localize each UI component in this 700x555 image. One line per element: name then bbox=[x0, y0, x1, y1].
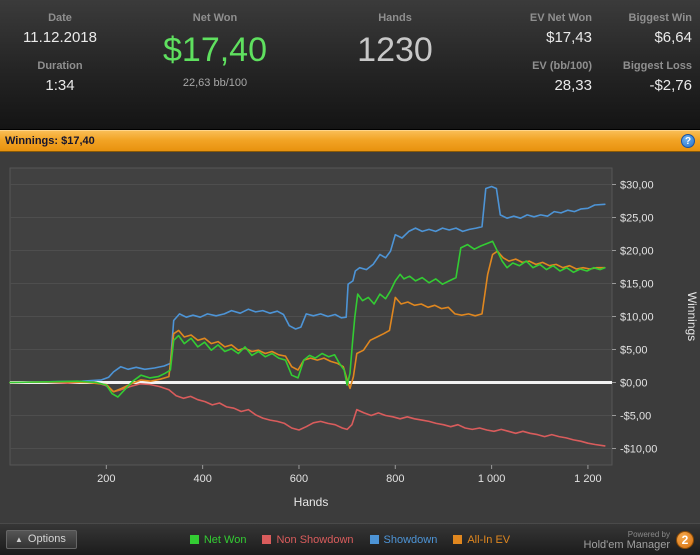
date-value: 11.12.2018 bbox=[23, 29, 97, 46]
x-tick-label: 200 bbox=[97, 473, 115, 485]
x-tick-label: 800 bbox=[386, 473, 404, 485]
legend-swatch-icon bbox=[369, 535, 379, 544]
bottom-bar: ▲ Options Net Won Non Showdown Showdown All… bbox=[0, 523, 700, 555]
session-stats-bar: Date 11.12.2018 Duration 1:34 Net Won $1… bbox=[0, 0, 700, 130]
date-label: Date bbox=[48, 12, 72, 24]
x-axis-label: Hands bbox=[294, 495, 329, 509]
y-tick-label: $25,00 bbox=[620, 213, 654, 225]
x-tick-label: 400 bbox=[193, 473, 211, 485]
winnings-chart: 200 400 600 800 1 000 1 200 $30,00 $25,00 $20,00… bbox=[9, 167, 699, 509]
ev-net-won-value: $17,43 bbox=[546, 29, 592, 46]
date-duration-column: Date 11.12.2018 Duration 1:34 bbox=[0, 0, 120, 129]
options-button-label: Options bbox=[27, 533, 66, 545]
biggest-win-value: $6,64 bbox=[654, 29, 692, 46]
legend-swatch-icon bbox=[189, 535, 199, 544]
biggest-loss-label: Biggest Loss bbox=[622, 60, 692, 72]
chevron-up-icon: ▲ bbox=[15, 534, 23, 544]
ev-net-won-label: EV Net Won bbox=[529, 12, 592, 24]
ev-column: EV Net Won $17,43 EV (bb/100) 28,33 bbox=[506, 10, 592, 129]
series-showdown bbox=[9, 185, 606, 384]
y-tick-label: $5,00 bbox=[620, 345, 648, 357]
powered-by-text: Powered by Hold'em Manager bbox=[583, 529, 670, 551]
legend-label: Net Won bbox=[203, 533, 247, 546]
legend-item-non-showdown: Non Showdown bbox=[262, 533, 354, 546]
brand-name: Hold'em Manager bbox=[583, 538, 670, 551]
series-all-in-ev bbox=[9, 250, 606, 393]
legend-label: All-In EV bbox=[467, 533, 511, 546]
legend-label: Non Showdown bbox=[276, 533, 354, 546]
series-non-showdown bbox=[9, 380, 606, 447]
biggest-win-label: Biggest Win bbox=[628, 12, 692, 24]
legend-item-showdown: Showdown bbox=[369, 533, 438, 546]
legend-swatch-icon bbox=[453, 535, 463, 544]
y-tick-label: $20,00 bbox=[620, 246, 654, 258]
hands-value: 1230 bbox=[357, 31, 433, 69]
x-tick-label: 1 000 bbox=[478, 473, 506, 485]
winnings-section-header[interactable]: Winnings: $17,40 ? bbox=[0, 130, 700, 152]
help-icon[interactable]: ? bbox=[681, 134, 695, 148]
series-net-won bbox=[9, 240, 606, 398]
hands-label: Hands bbox=[378, 12, 412, 24]
legend-item-all-in-ev: All-In EV bbox=[453, 534, 510, 546]
ev-bb-value: 28,33 bbox=[554, 77, 592, 94]
powered-by-block: Powered by Hold'em Manager 2 bbox=[584, 530, 694, 550]
duration-value: 1:34 bbox=[45, 77, 75, 94]
x-tick-label: 600 bbox=[290, 473, 308, 485]
hands-column: Hands 1230 bbox=[310, 0, 480, 129]
ev-stats-group: EV Net Won $17,43 EV (bb/100) 28,33 Bigg… bbox=[506, 0, 700, 129]
biggest-loss-value: -$2,76 bbox=[649, 77, 692, 94]
legend-swatch-icon bbox=[262, 535, 272, 544]
powered-by-label: Powered by bbox=[627, 529, 670, 539]
legend-label: Showdown bbox=[383, 533, 438, 546]
net-won-label: Net Won bbox=[192, 12, 238, 24]
y-tick-label: $15,00 bbox=[620, 279, 654, 291]
ev-bb-label: EV (bb/100) bbox=[532, 60, 592, 72]
winnings-header-label: Winnings: $17,40 bbox=[5, 135, 95, 147]
options-button[interactable]: ▲ Options bbox=[6, 530, 77, 549]
y-tick-label: -$10,00 bbox=[620, 444, 657, 456]
net-won-value: $17,40 bbox=[163, 31, 267, 69]
net-won-column: Net Won $17,40 22,63 bb/100 bbox=[120, 0, 310, 129]
y-tick-label: $10,00 bbox=[620, 312, 654, 324]
biggest-column: Biggest Win $6,64 Biggest Loss -$2,76 bbox=[606, 10, 692, 129]
y-axis-label: Winnings bbox=[685, 292, 699, 341]
bb100-value: 22,63 bb/100 bbox=[182, 77, 248, 89]
y-tick-label: $0,00 bbox=[620, 378, 648, 390]
legend-item-net-won: Net Won bbox=[189, 533, 247, 546]
brand-badge-icon: 2 bbox=[676, 530, 694, 549]
x-tick-label: 1 200 bbox=[574, 473, 602, 485]
winnings-chart-region: 200 400 600 800 1 000 1 200 $30,00 $25,00 $20,00… bbox=[0, 152, 700, 523]
duration-label: Duration bbox=[37, 60, 83, 72]
y-tick-label: -$5,00 bbox=[620, 411, 651, 423]
y-tick-label: $30,00 bbox=[620, 180, 654, 192]
